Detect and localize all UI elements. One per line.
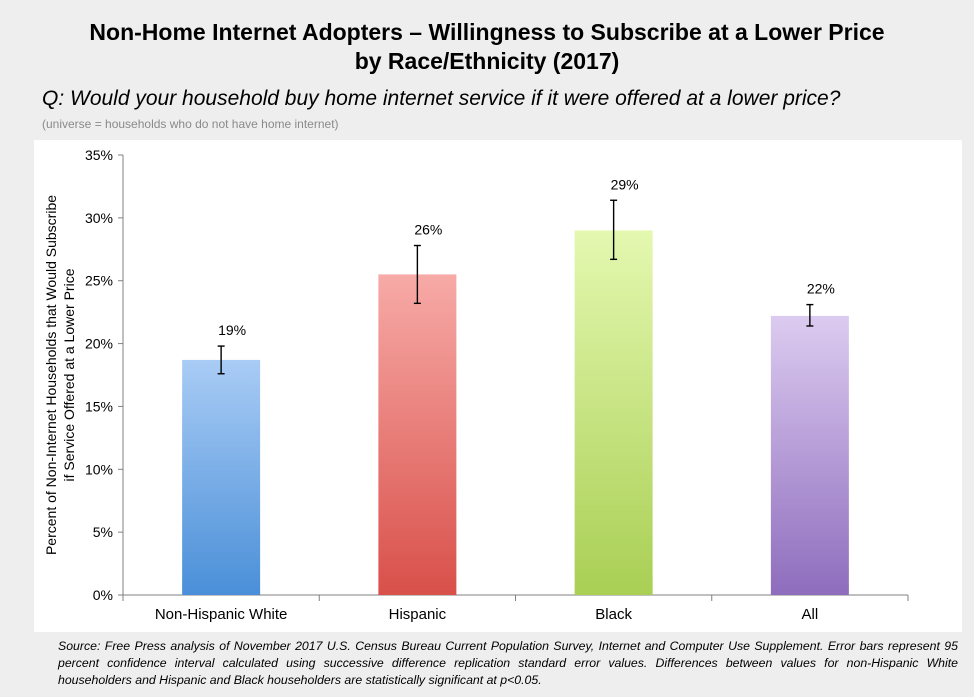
x-category-label: Non-Hispanic White [155,606,288,623]
y-tick-label: 10% [85,461,113,477]
bar [574,230,653,595]
data-label: 19% [218,322,246,338]
x-category-label: Black [595,606,632,623]
y-tick-label: 35% [85,147,113,163]
chart-title-line-1: Non-Home Internet Adopters – Willingness… [89,19,885,45]
y-axis-title-line-1: Percent of Non-Internet Households that … [43,195,59,555]
y-tick-label: 25% [85,273,113,289]
bar [770,315,849,595]
chart-title: Non-Home Internet Adopters – Willingness… [0,18,974,76]
survey-question: Q: Would your household buy home interne… [42,87,841,110]
data-label: 29% [611,176,639,192]
y-axis-title-line-2: if Service Offered at a Lower Price [61,268,77,481]
source-note: Source: Free Press analysis of November … [58,639,958,687]
y-tick-label: 15% [85,398,113,414]
bar [378,274,457,595]
bar [182,359,261,595]
data-label: 26% [414,222,442,238]
x-category-label: Hispanic [389,606,447,623]
y-tick-label: 20% [85,336,113,352]
y-tick-label: 0% [93,587,113,603]
y-tick-label: 30% [85,210,113,226]
chart-title-line-2: by Race/Ethnicity (2017) [354,48,620,74]
x-category-label: All [802,606,819,623]
y-tick-label: 5% [93,524,113,540]
data-label: 22% [807,281,835,297]
universe-note: (universe = households who do not have h… [42,117,339,131]
